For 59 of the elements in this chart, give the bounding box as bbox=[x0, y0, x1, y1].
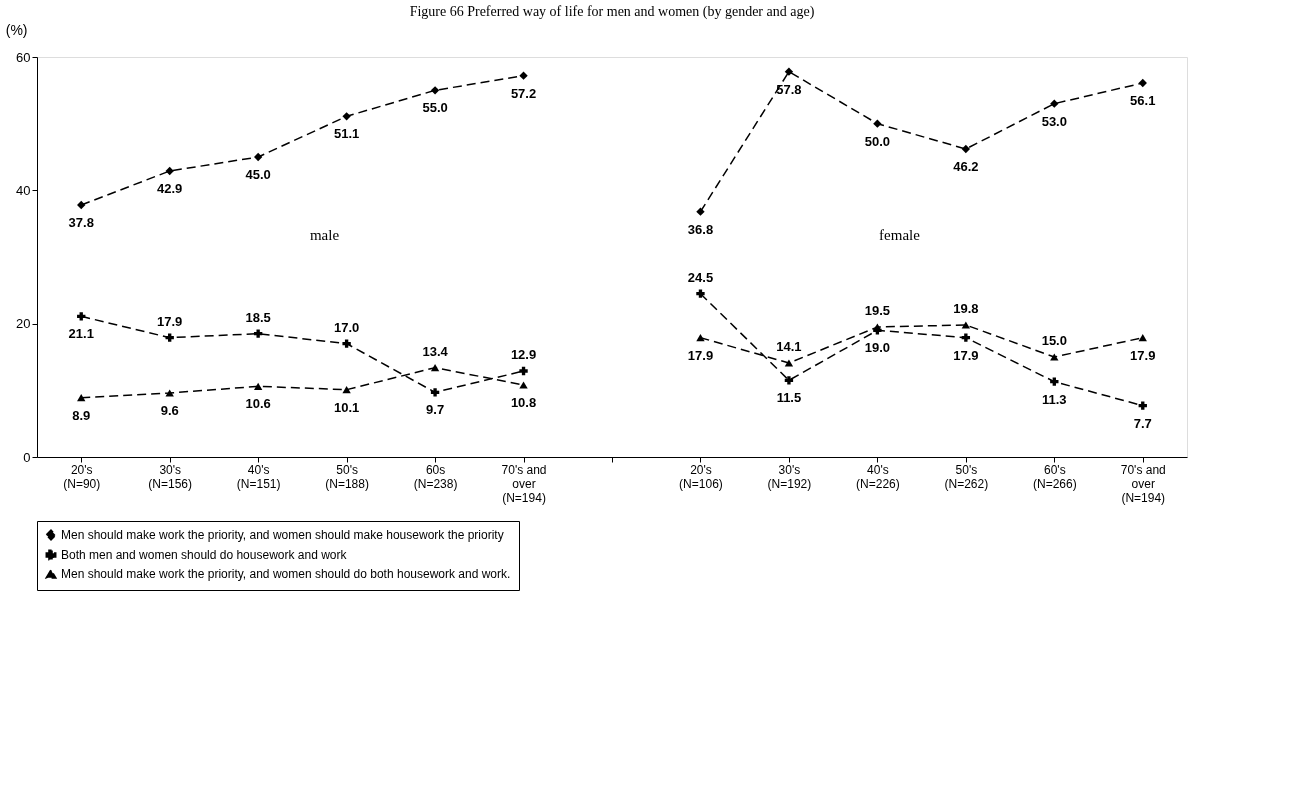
x-tick-label: 50's (N=262) bbox=[944, 462, 989, 491]
x-tick-label: 30's (N=156) bbox=[148, 462, 193, 491]
data-label: 7.7 bbox=[1133, 415, 1152, 431]
data-label: 15.0 bbox=[1041, 333, 1067, 348]
data-label: 10.8 bbox=[510, 395, 537, 410]
data-label: 57.2 bbox=[510, 85, 537, 101]
data-label: 57.8 bbox=[776, 81, 802, 97]
annotation: male bbox=[309, 227, 340, 243]
data-label: 46.2 bbox=[953, 159, 979, 174]
data-label: 12.9 bbox=[510, 347, 537, 362]
x-tick-label: 20's (N=90) bbox=[63, 462, 101, 491]
data-label: 9.6 bbox=[160, 403, 179, 418]
x-tick-label: 30's (N=192) bbox=[767, 462, 812, 491]
y-tick-label: 40 bbox=[16, 182, 31, 198]
data-label: 19.8 bbox=[953, 301, 979, 316]
data-label: 11.5 bbox=[776, 390, 802, 406]
data-label: 50.0 bbox=[864, 133, 891, 149]
x-tick-label: 60s (N=238) bbox=[413, 462, 458, 491]
y-tick-label: 0 bbox=[23, 449, 31, 465]
y-tick-label: 60 bbox=[16, 49, 31, 65]
x-tick-label: 50's (N=188) bbox=[325, 462, 369, 491]
data-label: 55.0 bbox=[422, 100, 448, 116]
data-label: 24.5 bbox=[687, 269, 714, 285]
data-label: 13.4 bbox=[422, 343, 449, 359]
data-label: 17.0 bbox=[333, 319, 360, 335]
data-label: 14.1 bbox=[776, 339, 802, 354]
data-label: 36.8 bbox=[687, 221, 714, 237]
data-label: 17.9 bbox=[157, 313, 183, 329]
data-label: 10.1 bbox=[333, 399, 360, 415]
data-label: 37.8 bbox=[68, 215, 94, 230]
legend-label: Both men and women should do housework and work bbox=[61, 548, 348, 562]
x-tick-label: 40's (N=151) bbox=[236, 462, 281, 491]
annotation: female bbox=[879, 227, 921, 243]
legend-label: Men should make work the priority, and women should make housework the priority bbox=[61, 528, 504, 542]
data-label: 45.0 bbox=[245, 167, 271, 182]
data-label: 19.0 bbox=[864, 340, 891, 356]
data-label: 8.9 bbox=[72, 407, 91, 423]
data-label: 10.6 bbox=[245, 396, 271, 412]
data-label: 21.1 bbox=[68, 326, 94, 342]
data-label: 53.0 bbox=[1041, 113, 1067, 129]
y-tick-label: 20 bbox=[16, 316, 31, 332]
legend-label: Men should make work the priority, and women should do both housework and work. bbox=[61, 567, 511, 581]
data-label: 9.7 bbox=[426, 402, 445, 418]
x-tick-label: 60's (N=266) bbox=[1032, 462, 1077, 491]
data-label: 42.9 bbox=[157, 181, 183, 196]
x-tick-label: 40's (N=226) bbox=[856, 462, 900, 491]
x-tick-label: 70's and over (N=194) bbox=[501, 462, 547, 505]
data-label: 17.9 bbox=[687, 347, 714, 363]
data-label: 51.1 bbox=[333, 126, 360, 142]
y-axis-title: (%) bbox=[5, 21, 28, 38]
x-tick-label: 70's and over (N=194) bbox=[1120, 462, 1166, 505]
data-label: 56.1 bbox=[1130, 93, 1156, 108]
data-label: 19.5 bbox=[864, 303, 891, 318]
data-label: 18.5 bbox=[245, 309, 271, 325]
data-label: 11.3 bbox=[1042, 391, 1067, 407]
x-tick-label: 20's (N=106) bbox=[679, 462, 723, 491]
chart-title: Figure 66 Preferred way of life for men and women (by gender and age) bbox=[409, 4, 815, 20]
data-label: 17.9 bbox=[1130, 347, 1156, 363]
data-label: 17.9 bbox=[953, 347, 979, 363]
